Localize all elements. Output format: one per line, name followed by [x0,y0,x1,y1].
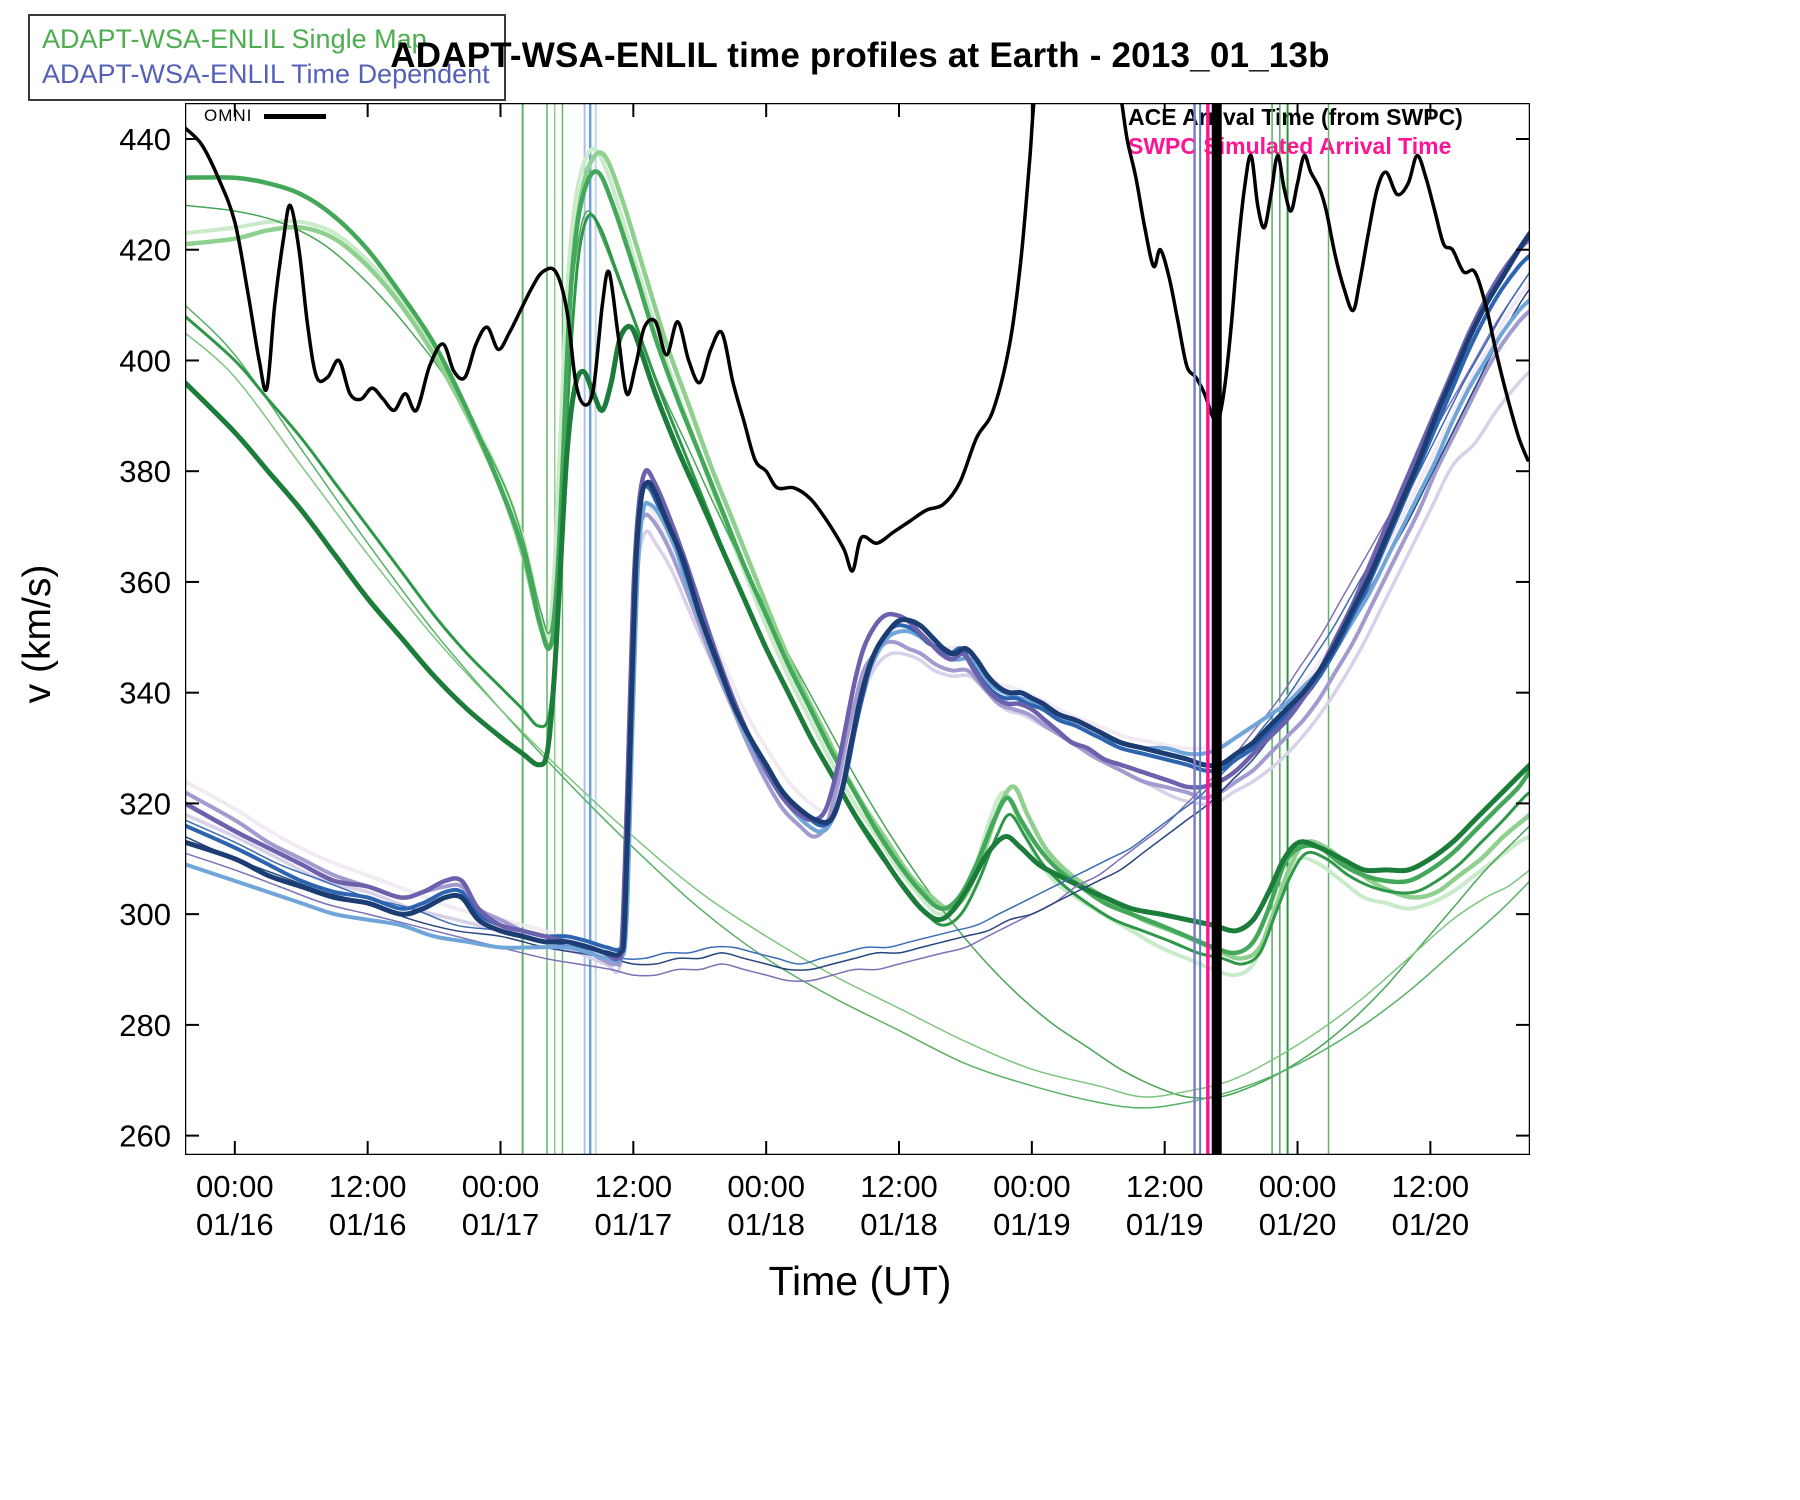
x-axis-title: Time (UT) [768,1258,952,1304]
x-tick-label-time: 12:00 [1392,1169,1470,1204]
series-single-map-dark [185,324,1530,934]
x-tick-label-time: 00:00 [727,1169,805,1204]
y-tick-label: 340 [119,676,171,711]
y-tick-label: 380 [119,454,171,489]
x-tick-label-date: 01/19 [993,1207,1071,1242]
x-tick-label-time: 00:00 [196,1169,274,1204]
event-vlines-front [185,103,1530,1155]
series-time-dep-steel-blue [185,297,1530,964]
series-single-map-bright [185,169,1530,956]
series-single-map-pale [185,146,1530,978]
legend-item-time-dependent: ADAPT-WSA-ENLIL Time Dependent [42,58,490,89]
series-single-map-light [185,150,1530,961]
x-tick-label-date: 01/16 [196,1207,274,1242]
series-time-dep-navy [185,230,1530,958]
x-tick-label-time: 00:00 [993,1169,1071,1204]
y-tick-label: 320 [119,786,171,821]
x-tick-label-date: 01/19 [1126,1207,1204,1242]
x-tick-label-time: 12:00 [860,1169,938,1204]
omni-legend-line-sample [264,113,327,119]
series-single-map-thin-1 [185,304,1530,1109]
x-tick-label-time: 12:00 [595,1169,673,1204]
y-tick-label: 400 [119,343,171,378]
model-legend: ADAPT-WSA-ENLIL Single Map ADAPT-WSA-ENL… [28,14,506,102]
omni-legend: OMNI [204,106,327,126]
x-tick-label-time: 00:00 [462,1169,540,1204]
series-time-dep-thin-navy [185,287,1530,971]
y-tick-label: 260 [119,1119,171,1154]
series-time-dep-medium-blue [185,253,1530,953]
x-tick-label-date: 01/20 [1259,1207,1337,1242]
model-curves [185,103,1530,1109]
x-tick-label-date: 01/17 [462,1207,540,1242]
swpc-arrival-annotation: SWPC Simulated Arrival Time [1128,133,1452,159]
y-tick-label: 280 [119,1008,171,1043]
x-tick-label-time: 12:00 [1126,1169,1204,1204]
series-time-dep-purple [185,236,1530,962]
x-tick-label-date: 01/17 [595,1207,673,1242]
y-tick-label: 360 [119,565,171,600]
axes: 00:0001/1612:0001/1600:0001/1712:0001/17… [119,103,1530,1242]
y-tick-label: 440 [119,122,171,157]
series-single-map-thin-2 [185,332,1530,1098]
event-vlines-back [521,103,1330,1155]
series-time-dep-pale-lavender [185,369,1530,975]
series-time-dep-thin-purple [185,271,1530,983]
x-tick-label-date: 01/18 [860,1207,938,1242]
series-time-dep-thin-blue [185,271,1530,965]
series-time-dep-ghost [185,280,1530,965]
series-time-dep-lavender [185,308,1530,967]
x-tick-label-date: 01/20 [1392,1207,1470,1242]
x-tick-label-date: 01/16 [329,1207,407,1242]
x-tick-label-time: 12:00 [329,1169,407,1204]
series-single-map-medium [185,213,1530,966]
x-tick-label-time: 00:00 [1259,1169,1337,1204]
y-axis-title: v (km/s) [16,564,59,704]
y-tick-label: 300 [119,897,171,932]
x-tick-label-date: 01/18 [727,1207,805,1242]
ace-arrival-annotation: ACE Arrival Time (from SWPC) [1128,104,1463,130]
plot-border [185,103,1530,1155]
series-single-map-thin-jump [185,204,1530,1099]
y-tick-label: 420 [119,233,171,268]
omni-legend-label: OMNI [204,106,253,125]
page-title: ADAPT-WSA-ENLIL time profiles at Earth -… [390,36,1330,75]
legend-item-single-map: ADAPT-WSA-ENLIL Single Map [42,24,427,54]
